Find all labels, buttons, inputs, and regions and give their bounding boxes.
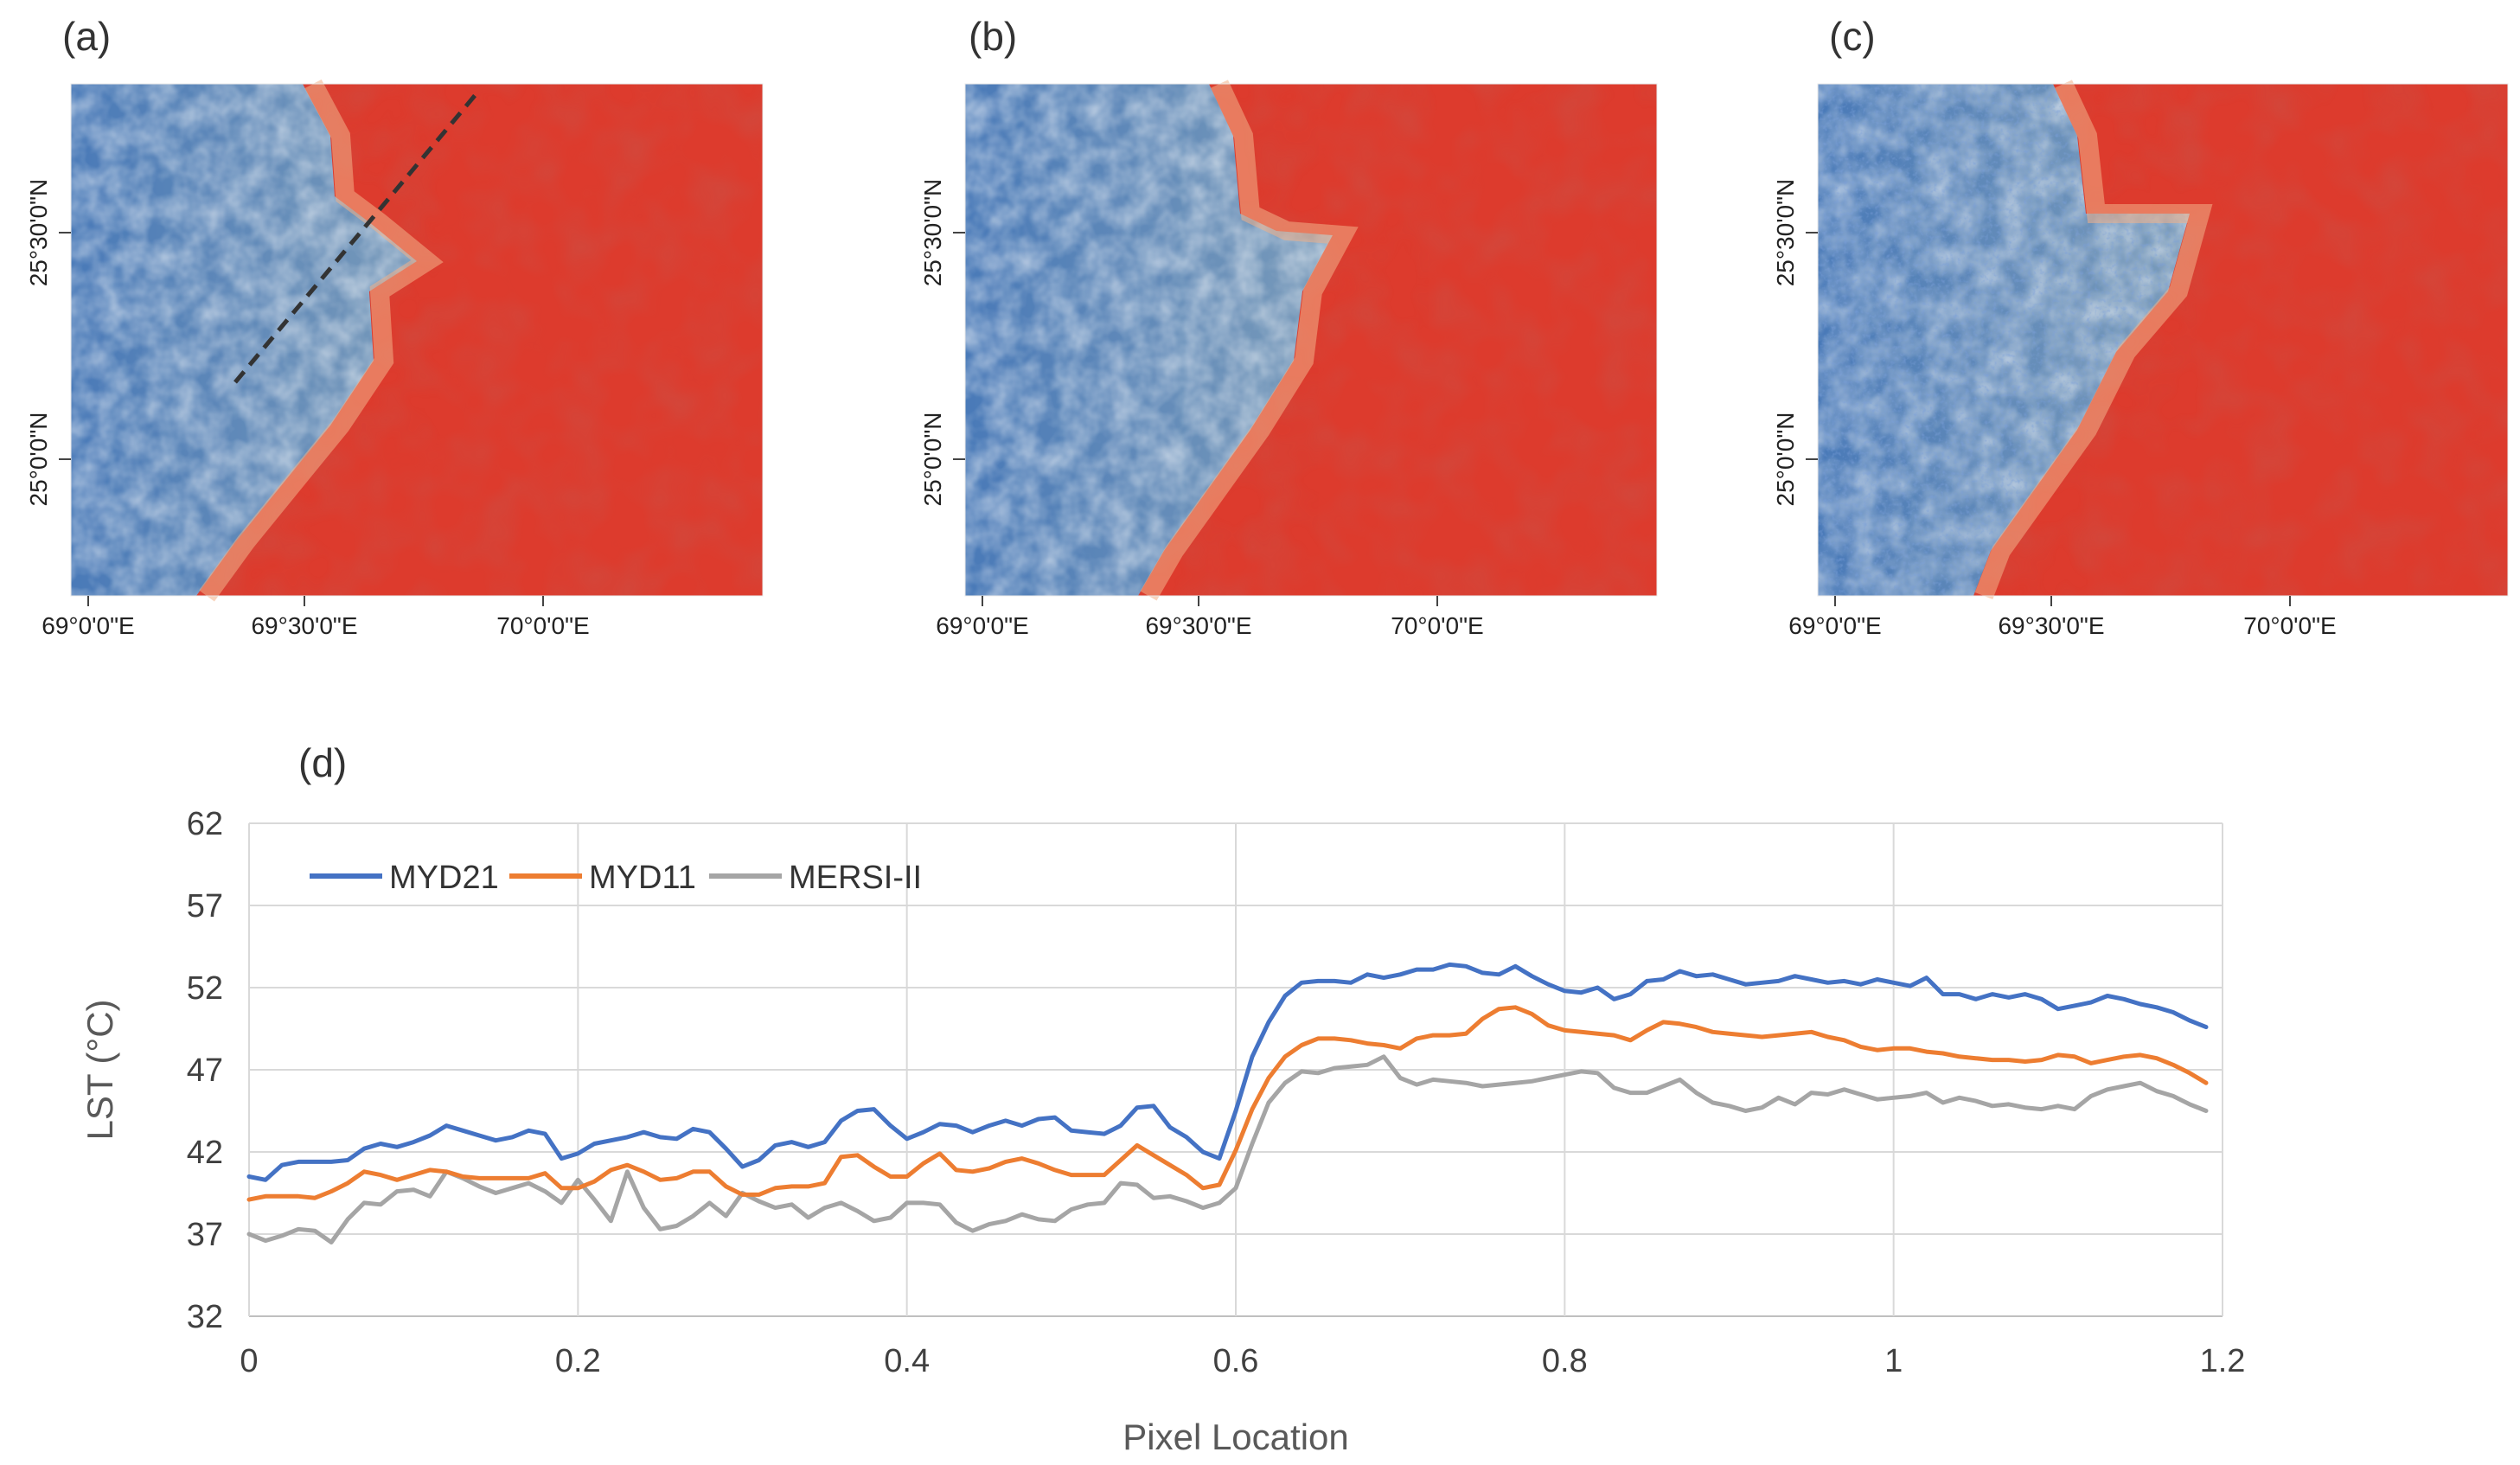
map-boundary-band [199, 79, 444, 602]
panel-label: (a) [62, 14, 111, 59]
map-frame [1817, 83, 2509, 597]
lon-tick-label: 69°30'0"E [1145, 612, 1251, 639]
y-tick-label: 62 [187, 806, 223, 842]
x-tick-label: 0 [240, 1343, 258, 1379]
lon-tick-label: 69°0'0"E [42, 612, 134, 639]
lat-tick-label: 25°0'0"N [919, 413, 946, 507]
y-tick-label: 57 [187, 888, 223, 924]
map-frame [70, 83, 764, 597]
map-frame [964, 83, 1658, 597]
lat-tick-label: 25°0'0"N [25, 413, 52, 507]
lon-tick-label: 70°0'0"E [1391, 612, 1483, 639]
x-tick-label: 0.4 [884, 1343, 930, 1379]
x-tick-label: 1.2 [2200, 1343, 2246, 1379]
lon-tick-label: 69°0'0"E [936, 612, 1028, 639]
x-tick-label: 0.2 [555, 1343, 601, 1379]
y-tick-label: 37 [187, 1217, 223, 1253]
y-tick-label: 32 [187, 1299, 223, 1335]
panel-label: (c) [1829, 14, 1876, 59]
y-axis-title: LST (°C) [80, 999, 120, 1140]
x-tick-label: 0.6 [1213, 1343, 1259, 1379]
series-line-myd11 [246, 1005, 2209, 1202]
lat-tick-label: 25°30'0"N [1772, 179, 1799, 287]
panel-label: (b) [969, 14, 1017, 59]
map-boundary-band [1140, 80, 1359, 601]
legend-label: MYD21 [389, 860, 499, 896]
lst-line-chart: (d) 32 37 42 47 52 57 62 0 0.2 0.4 0.6 0.8 1 1.2 Pixel … [80, 740, 2245, 1457]
map-panel-a: (a) 25°30'0"N 25°0'0"N 69°0'0"E 69°30'0"E 70°… [25, 14, 764, 639]
chart-legend: MYD21 MYD11 MERSI-II [310, 860, 922, 896]
x-tick-label: 0.8 [1542, 1343, 1588, 1379]
chart-grid [248, 822, 2223, 1317]
map-panel-b: (b) 25°30'0"N 25°0'0"N 69°0'0"E 69°30'0"E 70°… [919, 14, 1658, 639]
y-tick-label: 52 [187, 970, 223, 1007]
series-line-mersi-ii [246, 1054, 2209, 1244]
y-tick-label: 47 [187, 1052, 223, 1089]
lon-tick-label: 69°30'0"E [251, 612, 357, 639]
map-panels: (a) 25°30'0"N 25°0'0"N 69°0'0"E 69°30'0"E 70°… [25, 14, 2509, 639]
x-axis-title: Pixel Location [1122, 1417, 1349, 1457]
legend-label: MERSI-II [789, 860, 922, 896]
lat-tick-label: 25°0'0"N [1772, 413, 1799, 507]
lon-tick-label: 70°0'0"E [2243, 612, 2336, 639]
map-boundary-band [1974, 80, 2213, 599]
lat-tick-label: 25°30'0"N [25, 179, 52, 287]
lon-tick-label: 69°30'0"E [1998, 612, 2104, 639]
series-line-myd21 [246, 962, 2209, 1182]
map-panel-c: (c) 25°30'0"N 25°0'0"N 69°0'0"E 69°30'0"E 70°… [1772, 14, 2509, 639]
legend-label: MYD11 [589, 860, 696, 896]
lat-tick-label: 25°30'0"N [919, 179, 946, 287]
transect-line [233, 91, 479, 384]
y-tick-label: 42 [187, 1135, 223, 1171]
lon-tick-label: 70°0'0"E [496, 612, 589, 639]
panel-label: (d) [298, 740, 347, 785]
x-tick-label: 1 [1884, 1343, 1903, 1379]
lon-tick-label: 69°0'0"E [1788, 612, 1881, 639]
